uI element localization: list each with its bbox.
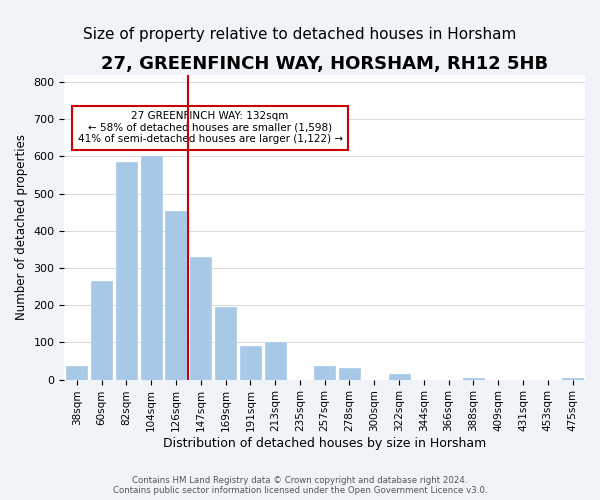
Bar <box>562 378 583 380</box>
X-axis label: Distribution of detached houses by size in Horsham: Distribution of detached houses by size … <box>163 437 487 450</box>
Bar <box>116 162 137 380</box>
Text: Size of property relative to detached houses in Horsham: Size of property relative to detached ho… <box>83 28 517 42</box>
Text: Contains HM Land Registry data © Crown copyright and database right 2024.
Contai: Contains HM Land Registry data © Crown c… <box>113 476 487 495</box>
Bar <box>190 257 211 380</box>
Bar <box>215 307 236 380</box>
Y-axis label: Number of detached properties: Number of detached properties <box>15 134 28 320</box>
Bar <box>66 366 88 380</box>
Bar <box>314 366 335 380</box>
Bar <box>240 346 261 380</box>
Bar <box>166 212 187 380</box>
Bar <box>339 368 360 380</box>
Title: 27, GREENFINCH WAY, HORSHAM, RH12 5HB: 27, GREENFINCH WAY, HORSHAM, RH12 5HB <box>101 55 548 73</box>
Bar <box>265 342 286 380</box>
Text: 27 GREENFINCH WAY: 132sqm
← 58% of detached houses are smaller (1,598)
41% of se: 27 GREENFINCH WAY: 132sqm ← 58% of detac… <box>77 111 343 144</box>
Bar <box>463 378 484 380</box>
Bar <box>140 156 162 380</box>
Bar <box>91 281 112 380</box>
Bar <box>389 374 410 380</box>
